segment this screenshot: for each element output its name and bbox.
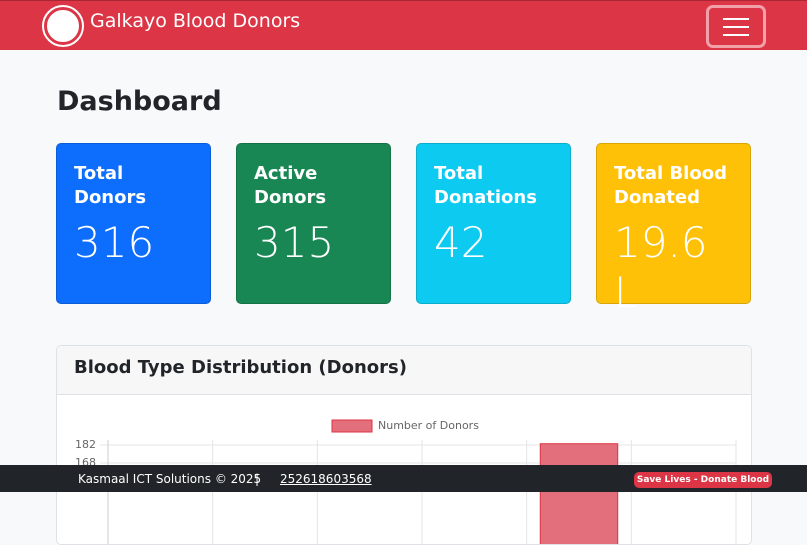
- footer-phone[interactable]: 252618603568: [280, 472, 372, 486]
- logo: [42, 5, 84, 47]
- page-heading: Dashboard: [57, 86, 222, 117]
- footer-company: Kasmaal ICT Solutions © 2025: [78, 472, 262, 486]
- card-value: 19.6 L: [614, 218, 708, 317]
- card-title: Total Donors: [74, 163, 147, 208]
- stat-card: Active Donors 315: [236, 143, 391, 304]
- bar: [539, 443, 619, 544]
- card-title: Active Donors: [254, 163, 327, 208]
- footer-badge: Save Lives - Donate Blood: [634, 472, 772, 488]
- card-title: Total Donations: [434, 163, 537, 208]
- card-value: 315: [254, 218, 335, 267]
- stat-card: Total Blood Donated 19.6 L: [596, 143, 751, 317]
- card-value: 42: [434, 218, 488, 267]
- chart-card: Blood Type Distribution (Donors) Number …: [56, 345, 752, 545]
- y-tick-label: 182: [75, 438, 96, 451]
- footer: Kasmaal ICT Solutions © 2025 | 252618603…: [0, 465, 807, 492]
- legend-swatch: [331, 419, 373, 433]
- navbar: Galkayo Blood Donors: [0, 0, 807, 50]
- stat-card: Total Donors 316: [56, 143, 211, 304]
- brand[interactable]: Galkayo Blood Donors: [90, 10, 301, 32]
- card-title: Total Blood Donated: [614, 163, 727, 208]
- menu-toggle[interactable]: [706, 5, 766, 48]
- legend-label: Number of Donors: [378, 419, 479, 432]
- chart-card-title: Blood Type Distribution (Donors): [57, 346, 751, 395]
- footer-separator: |: [255, 472, 260, 486]
- stat-card: Total Donations 42: [416, 143, 571, 304]
- card-value: 316: [74, 218, 155, 267]
